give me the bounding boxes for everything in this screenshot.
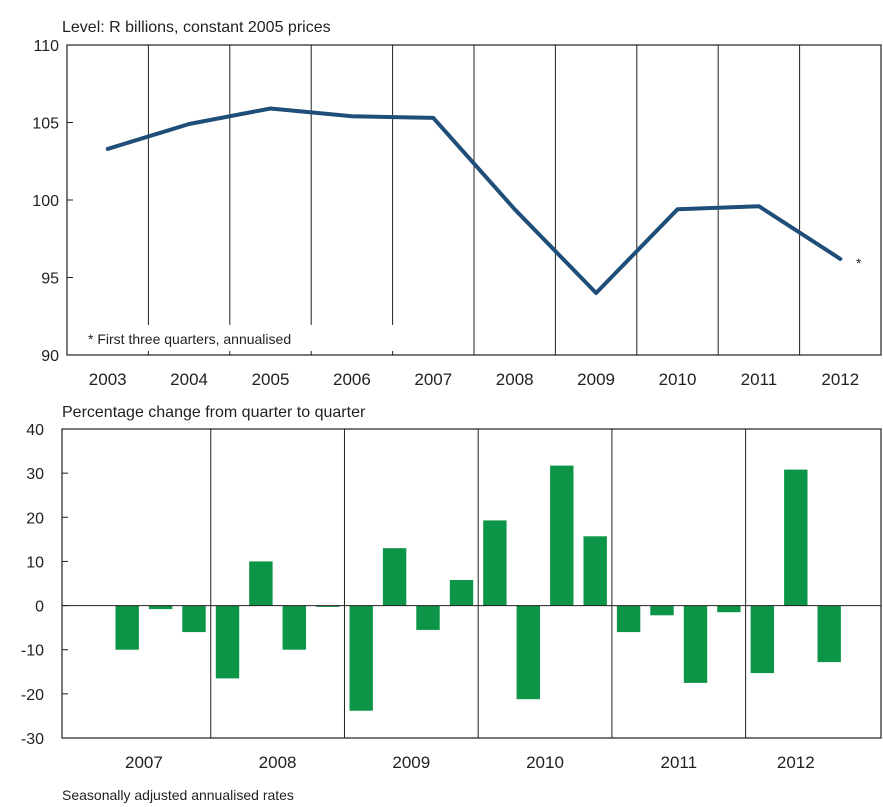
bar <box>316 605 340 607</box>
bar-y-tick-label: 40 <box>26 422 44 439</box>
bar <box>583 536 607 606</box>
line-x-tick-label: 2012 <box>821 370 859 389</box>
line-x-tick-label: 2011 <box>741 370 778 389</box>
bar-x-group-label: 2007 <box>125 753 163 772</box>
bar <box>249 561 273 606</box>
bar <box>784 469 808 606</box>
bar <box>282 605 306 650</box>
bar <box>215 605 240 679</box>
bar-chart-frame <box>61 428 882 739</box>
bar <box>683 605 708 683</box>
bar-y-tick-label: 30 <box>26 466 44 483</box>
bar-y-tick-label: 0 <box>35 599 44 616</box>
bar <box>182 605 206 633</box>
bar <box>483 520 507 606</box>
bar <box>550 465 574 606</box>
bar <box>115 605 139 650</box>
bar <box>516 605 540 700</box>
line-y-tick-label: 110 <box>33 38 59 55</box>
bar <box>449 580 474 606</box>
bar-y-tick-label: 10 <box>26 554 44 571</box>
bar <box>650 605 674 616</box>
line-x-tick-label: 2010 <box>659 370 697 389</box>
line-chart-title: Level: R billions, constant 2005 prices <box>62 19 331 36</box>
bar-chart-title: Percentage change from quarter to quarte… <box>62 404 366 421</box>
bar-x-group-label: 2010 <box>526 753 564 772</box>
bar-x-group-label: 2008 <box>259 753 297 772</box>
line-y-tick-label: 95 <box>41 271 59 288</box>
line-y-tick-label: 90 <box>41 348 59 365</box>
last-point-asterisk: * <box>856 255 862 271</box>
line-y-tick-label: 105 <box>32 116 59 133</box>
line-y-tick-label: 100 <box>32 193 59 210</box>
bar <box>349 605 373 711</box>
bar-x-group-label: 2012 <box>777 753 815 772</box>
line-series <box>105 106 843 295</box>
bar <box>416 605 440 630</box>
bar <box>750 605 774 674</box>
line-x-tick-label: 2007 <box>414 370 452 389</box>
bar <box>817 605 841 663</box>
bar-y-tick-label: -30 <box>21 731 44 748</box>
bar <box>616 605 641 633</box>
bar-y-tick-label: 20 <box>26 510 44 527</box>
annotation-note: * First three quarters, annualised <box>88 331 291 347</box>
line-x-tick-label: 2003 <box>89 370 127 389</box>
bar <box>148 605 173 610</box>
line-x-tick-label: 2008 <box>496 370 534 389</box>
annotation-background <box>80 325 396 351</box>
line-x-tick-label: 2004 <box>170 370 208 389</box>
bar-x-group-label: 2011 <box>661 753 698 772</box>
bar-y-tick-label: -20 <box>21 687 44 704</box>
bar-y-tick-label: -10 <box>21 643 44 660</box>
bar-x-group-label: 2009 <box>392 753 430 772</box>
line-x-tick-label: 2006 <box>333 370 371 389</box>
bar <box>382 548 407 606</box>
line-x-tick-label: 2005 <box>252 370 290 389</box>
footnote: Seasonally adjusted annualised rates <box>62 787 294 803</box>
bar <box>717 605 741 613</box>
line-x-tick-label: 2009 <box>577 370 615 389</box>
